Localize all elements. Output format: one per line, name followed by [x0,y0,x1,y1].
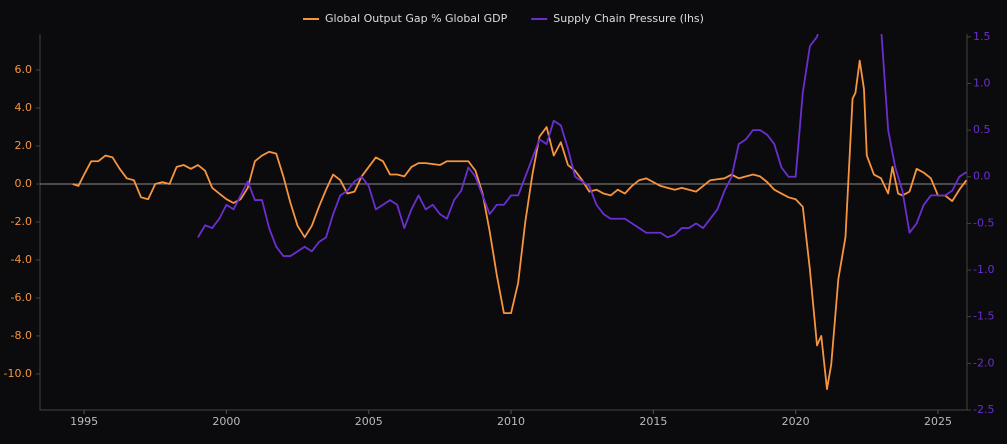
y-tick-label: 6.0 [15,63,33,76]
y-tick-label: -8.0 [11,329,32,342]
y-tick-label: 2.0 [15,139,33,152]
y-tick-label: -10.0 [4,367,32,380]
y2-tick-label: -1.5 [973,310,994,323]
y-tick-label: -6.0 [11,291,32,304]
y-tick-label: -4.0 [11,253,32,266]
legend-label: Global Output Gap % Global GDP [325,12,508,25]
legend: Global Output Gap % Global GDP Supply Cha… [303,12,704,25]
x-tick-label: 2015 [639,415,667,428]
x-tick-label: 2025 [924,415,952,428]
y2-tick-label: -1.0 [973,263,994,276]
series-line [72,59,967,391]
y2-tick-label: 1.0 [973,76,991,89]
y2-tick-label: -2.0 [973,356,994,369]
x-tick-label: 2005 [355,415,383,428]
y2-tick-label: 0.0 [973,170,991,183]
x-tick-label: 2020 [782,415,810,428]
series-line [197,34,967,257]
y-tick-label: -2.0 [11,215,32,228]
y2-tick-label: 0.5 [973,123,991,136]
y-tick-label: 4.0 [15,101,33,114]
y2-tick-label: -2.5 [973,403,994,416]
legend-label: Supply Chain Pressure (lhs) [553,12,704,25]
y2-tick-label: 1.5 [973,30,991,43]
y-tick-label: 0.0 [15,177,33,190]
y2-tick-label: -0.5 [973,216,994,229]
x-tick-label: 2010 [497,415,525,428]
x-tick-label: 2000 [212,415,240,428]
x-tick-label: 1995 [70,415,98,428]
